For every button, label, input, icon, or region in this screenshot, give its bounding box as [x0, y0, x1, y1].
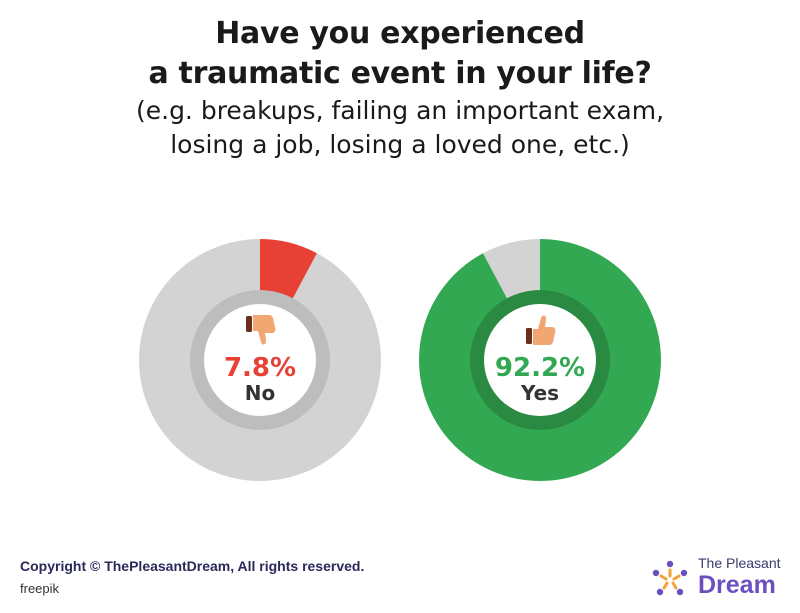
chart-header: Have you experienced a traumatic event i… [0, 14, 800, 162]
category-label: Yes [520, 381, 559, 405]
category-label: No [245, 381, 275, 405]
chart-subtitle-line-2: losing a job, losing a loved one, etc.) [170, 130, 630, 159]
chart-title-line-1: Have you experienced [215, 16, 585, 51]
brand-name-line-2: Dream [698, 571, 776, 599]
thumbs-down-icon-cuff [246, 316, 252, 332]
percentage-label: 7.8% [224, 353, 296, 383]
pleasant-dream-logo-icon [652, 560, 688, 596]
thumbs-up-icon-cuff [526, 328, 532, 344]
brand-name-line-1: The Pleasant [698, 555, 781, 571]
donut-chart-2: 92.2%Yes [419, 239, 661, 481]
thumbs-up-icon [526, 315, 556, 345]
chart-subtitle-line-1: (e.g. breakups, failing an important exa… [135, 96, 665, 125]
copyright-text: Copyright © ThePleasantDream, All rights… [20, 558, 365, 574]
thumbs-down-icon [246, 315, 276, 345]
percentage-label: 92.2% [495, 353, 585, 383]
thumbs-up-icon-hand [533, 315, 556, 345]
thumbs-down-icon-hand [253, 315, 276, 345]
image-credit: freepik [20, 581, 60, 596]
center-hole [484, 304, 596, 416]
donut-chart-1: 7.8%No [139, 239, 382, 481]
brand-logo-block: The Pleasant Dream [648, 555, 798, 603]
center-hole [204, 304, 316, 416]
chart-title-line-2: a traumatic event in your life? [148, 56, 652, 91]
